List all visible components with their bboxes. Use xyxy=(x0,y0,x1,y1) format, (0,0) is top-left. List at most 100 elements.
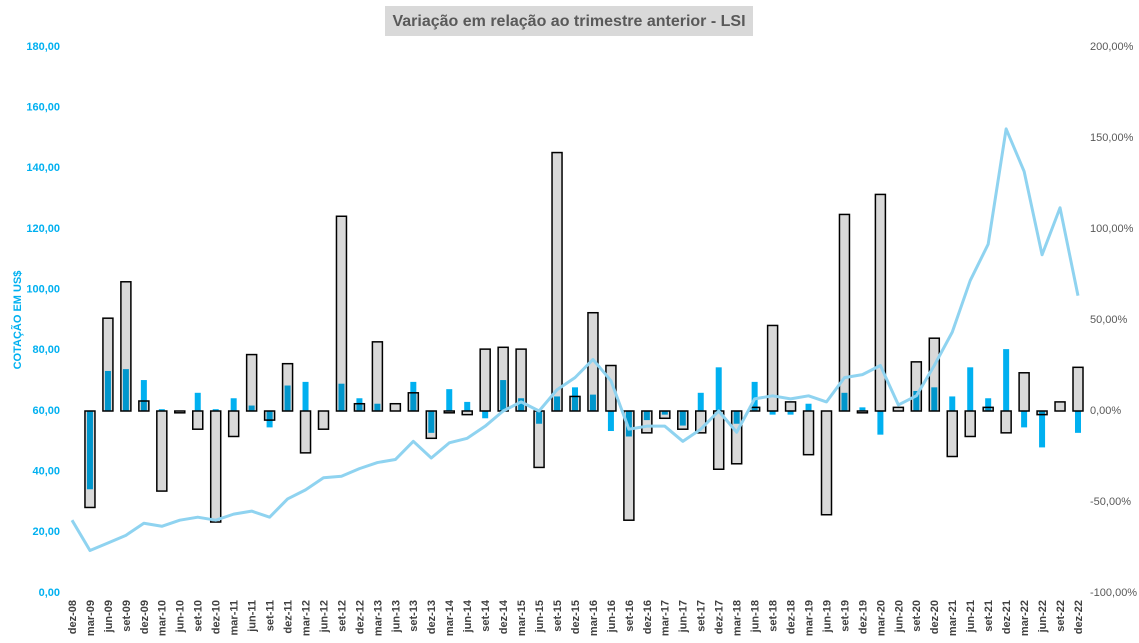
bar xyxy=(766,324,779,412)
bar xyxy=(410,381,417,411)
bar xyxy=(266,411,273,428)
bar xyxy=(335,215,348,412)
y2-tick-label: -100,00% xyxy=(1090,587,1137,599)
bar xyxy=(554,396,561,411)
x-tick-label: jun-20 xyxy=(893,600,905,633)
x-tick-label: mar-22 xyxy=(1019,600,1031,636)
x-tick-label: dez-20 xyxy=(929,600,941,634)
x-tick-label: mar-11 xyxy=(229,600,241,635)
bar xyxy=(192,410,204,430)
x-tick-label: set-09 xyxy=(121,600,133,632)
bar xyxy=(769,411,776,415)
bar xyxy=(572,387,578,411)
bar xyxy=(479,348,491,412)
bar xyxy=(428,411,435,433)
bar xyxy=(104,370,111,411)
bar xyxy=(248,405,255,411)
x-tick-label: jun-16 xyxy=(606,600,618,633)
x-tick-label: jun-13 xyxy=(390,600,402,633)
x-tick-label: dez-16 xyxy=(642,600,654,634)
bar xyxy=(784,401,797,412)
y2-tick-label: -50,00% xyxy=(1090,496,1131,508)
x-tick-label: mar-13 xyxy=(372,600,384,636)
bar xyxy=(338,383,345,411)
x-tick-label: set-15 xyxy=(552,600,564,632)
bar xyxy=(985,398,992,411)
bar xyxy=(194,392,201,411)
x-tick-label: jun-22 xyxy=(1037,600,1049,633)
y-tick-label: 100,00 xyxy=(26,284,60,296)
bar xyxy=(140,380,147,411)
bar xyxy=(805,403,812,411)
x-tick-label: mar-09 xyxy=(85,600,97,636)
bar xyxy=(589,394,596,411)
y2-tick-label: 100,00% xyxy=(1090,223,1134,235)
bar xyxy=(156,410,168,492)
bar xyxy=(733,411,740,424)
bar xyxy=(482,411,489,419)
x-tick-label: dez-10 xyxy=(211,600,223,634)
bar xyxy=(964,410,976,438)
bar xyxy=(174,410,186,414)
x-tick-label: mar-21 xyxy=(947,600,959,636)
x-tick-label: jun-09 xyxy=(103,600,115,633)
bar xyxy=(841,392,848,411)
bar xyxy=(317,410,330,430)
x-tick-label: dez-14 xyxy=(498,599,510,634)
x-tick-label: jun-14 xyxy=(462,599,474,633)
x-tick-label: jun-10 xyxy=(175,600,187,633)
x-tick-label: dez-13 xyxy=(426,600,438,634)
x-tick-label: jun-18 xyxy=(750,600,762,633)
bar xyxy=(697,392,704,411)
x-tick-label: jun-11 xyxy=(247,600,259,633)
bar xyxy=(787,411,794,415)
x-tick-label: dez-11 xyxy=(282,600,294,634)
bar xyxy=(967,367,974,411)
y-tick-label: 180,00 xyxy=(26,41,60,53)
x-tick-label: set-16 xyxy=(624,600,636,632)
bar xyxy=(230,398,237,411)
x-tick-label: jun-17 xyxy=(678,600,690,633)
bar xyxy=(356,398,363,411)
x-tick-label: dez-22 xyxy=(1073,600,1085,634)
bar xyxy=(715,367,722,411)
x-tick-label: jun-12 xyxy=(318,600,330,633)
bar xyxy=(1003,349,1010,411)
bar xyxy=(949,396,956,411)
y-tick-label: 120,00 xyxy=(26,223,60,235)
y2-tick-label: 50,00% xyxy=(1090,314,1128,326)
y-tick-label: 160,00 xyxy=(26,102,60,114)
bar xyxy=(802,410,815,456)
x-tick-label: mar-17 xyxy=(660,600,672,636)
x-tick-label: mar-12 xyxy=(300,600,312,636)
bar xyxy=(209,410,222,523)
bar xyxy=(86,411,93,490)
bar xyxy=(374,403,381,411)
bar xyxy=(856,410,869,414)
x-tick-label: mar-20 xyxy=(875,600,887,636)
x-tick-label: set-20 xyxy=(911,600,923,632)
bar xyxy=(712,410,725,470)
x-tick-label: mar-10 xyxy=(157,600,169,636)
bar xyxy=(679,411,686,426)
y-tick-label: 140,00 xyxy=(26,162,60,174)
bar xyxy=(820,410,833,516)
x-tick-label: mar-15 xyxy=(516,600,528,636)
x-tick-label: mar-19 xyxy=(803,600,815,636)
x-tick-label: jun-15 xyxy=(534,600,546,633)
bar xyxy=(212,409,219,411)
bar xyxy=(227,410,240,438)
bar xyxy=(1072,366,1084,412)
y2-tick-label: 0,00% xyxy=(1090,405,1121,417)
bar xyxy=(371,341,384,412)
bar xyxy=(461,410,473,416)
x-tick-label: mar-18 xyxy=(732,600,744,636)
bar xyxy=(122,369,129,411)
bar xyxy=(607,411,614,432)
x-tick-label: dez-17 xyxy=(714,600,726,634)
bar xyxy=(877,411,884,435)
x-tick-label: mar-14 xyxy=(444,599,456,636)
bar xyxy=(464,401,471,411)
x-tick-label: jun-21 xyxy=(965,600,977,633)
